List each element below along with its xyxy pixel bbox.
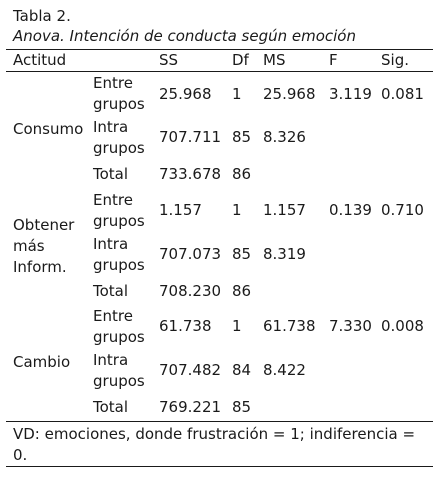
cell-ms: 25.968 (263, 85, 316, 103)
cell-ss: 707.711 (159, 128, 222, 146)
row-sub: Entre grupos (93, 307, 145, 346)
cell-ms: 61.738 (263, 317, 316, 335)
row-sub: Intra grupos (93, 118, 145, 157)
cell-ms: 8.422 (263, 361, 306, 379)
header-ss: SS (159, 51, 179, 69)
cell-ms: 8.319 (263, 245, 306, 263)
cell-df: 85 (232, 245, 252, 263)
cell-df: 86 (232, 282, 252, 300)
header-df: Df (232, 51, 249, 69)
table-note: VD: emociones, donde frustración = 1; in… (13, 425, 416, 464)
row-sub: Entre grupos (93, 191, 145, 230)
cell-df: 85 (232, 398, 252, 416)
cell-df: 85 (232, 128, 252, 146)
header-sig: Sig. (381, 51, 409, 69)
cell-df: 1 (232, 317, 242, 335)
row-sub: Intra grupos (93, 351, 145, 390)
header-f: F (329, 51, 338, 69)
bottom-rule (6, 421, 433, 422)
cell-ms: 1.157 (263, 201, 306, 219)
cell-sig: 0.081 (381, 85, 424, 103)
cell-f: 7.330 (329, 317, 372, 335)
cell-ss: 25.968 (159, 85, 212, 103)
cell-ss: 1.157 (159, 201, 202, 219)
cell-f: 0.139 (329, 201, 372, 219)
cell-ss: 769.221 (159, 398, 222, 416)
row-sub: Intra grupos (93, 235, 145, 274)
row-sub: Entre grupos (93, 74, 145, 113)
cell-df: 84 (232, 361, 252, 379)
cell-f: 3.119 (329, 85, 372, 103)
cell-ss: 733.678 (159, 165, 222, 183)
row-sub: Total (93, 165, 129, 183)
group-label-consumo: Consumo (13, 120, 84, 138)
note-rule (6, 466, 433, 467)
header-actitud: Actitud (13, 51, 67, 69)
cell-ss: 61.738 (159, 317, 212, 335)
cell-ss: 707.482 (159, 361, 222, 379)
header-ms: MS (263, 51, 286, 69)
cell-ss: 707.073 (159, 245, 222, 263)
cell-sig: 0.710 (381, 201, 424, 219)
cell-df: 1 (232, 201, 242, 219)
table-number: Tabla 2. (13, 7, 71, 25)
table-title: Anova. Intención de conducta según emoci… (13, 27, 356, 45)
group-label-obtener: Obtener más Inform. (13, 216, 75, 276)
header-rule (6, 71, 433, 72)
cell-df: 86 (232, 165, 252, 183)
top-rule (6, 49, 433, 50)
cell-ss: 708.230 (159, 282, 222, 300)
cell-df: 1 (232, 85, 242, 103)
cell-sig: 0.008 (381, 317, 424, 335)
row-sub: Total (93, 282, 129, 300)
group-label-cambio: Cambio (13, 353, 71, 371)
cell-ms: 8.326 (263, 128, 306, 146)
row-sub: Total (93, 398, 129, 416)
